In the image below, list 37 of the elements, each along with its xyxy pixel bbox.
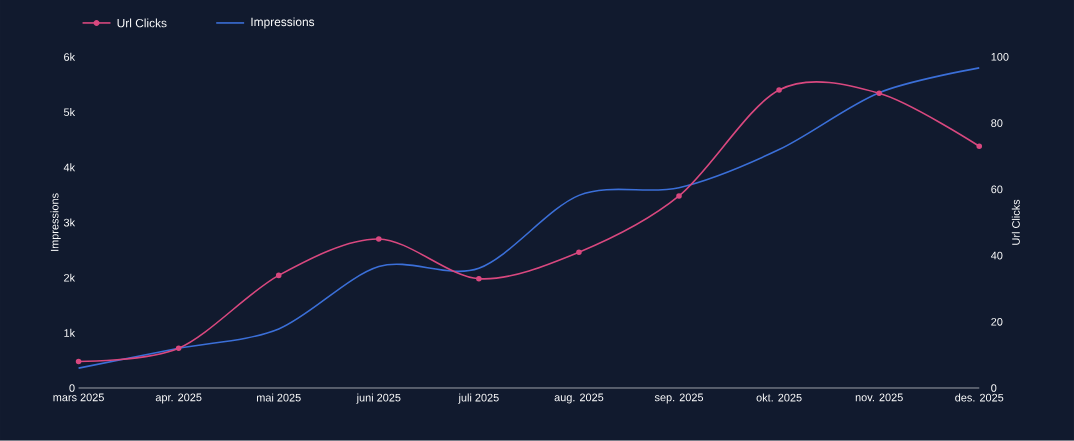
- x-tick-label: mars 2025: [53, 393, 104, 402]
- point: [75, 358, 82, 365]
- point: [376, 236, 382, 242]
- x-tick-label: des. 2025: [955, 393, 1004, 402]
- y-tick-label: 0: [69, 384, 75, 392]
- y-tick-label: 4k: [63, 163, 76, 172]
- y-tick-label: 2k: [64, 273, 76, 282]
- x-tick-label: juli 2025: [458, 393, 499, 404]
- x-tick-label: aug. 2025: [554, 393, 604, 404]
- point: [976, 143, 983, 150]
- y2-tick-label: 60: [991, 185, 1003, 194]
- x-tick-label: okt. 2025: [756, 393, 802, 402]
- y-tick-label: 5k: [63, 108, 76, 117]
- y2-tick-label: 0: [991, 384, 997, 392]
- y2-tick-label: 100: [991, 53, 1009, 61]
- point: [776, 87, 782, 93]
- legend-label: Url Clicks: [117, 18, 167, 28]
- x-tick-label: mai 2025: [256, 393, 301, 402]
- point: [576, 249, 582, 256]
- x-tick-label: apr. 2025: [155, 393, 202, 404]
- point: [876, 90, 882, 97]
- y2-axis-title: Url Clicks: [1011, 199, 1020, 245]
- y2-tick-label: 80: [991, 119, 1003, 128]
- x-tick-label: juni 2025: [356, 393, 401, 404]
- legend-label: Impressions: [251, 17, 315, 29]
- y2-tick-label: 20: [991, 317, 1003, 326]
- point: [476, 275, 482, 282]
- y-tick-label: 3k: [63, 218, 76, 227]
- point: [275, 272, 282, 279]
- x-tick-label: sep. 2025: [654, 393, 704, 404]
- y2-tick-label: 40: [990, 251, 1003, 260]
- y-axis-title: Impressions: [50, 193, 61, 251]
- point: [175, 345, 182, 352]
- y-tick-label: 6k: [64, 52, 76, 61]
- point: [676, 193, 682, 199]
- x-tick-label: nov. 2025: [855, 393, 903, 402]
- y-tick-label: 1k: [64, 328, 76, 337]
